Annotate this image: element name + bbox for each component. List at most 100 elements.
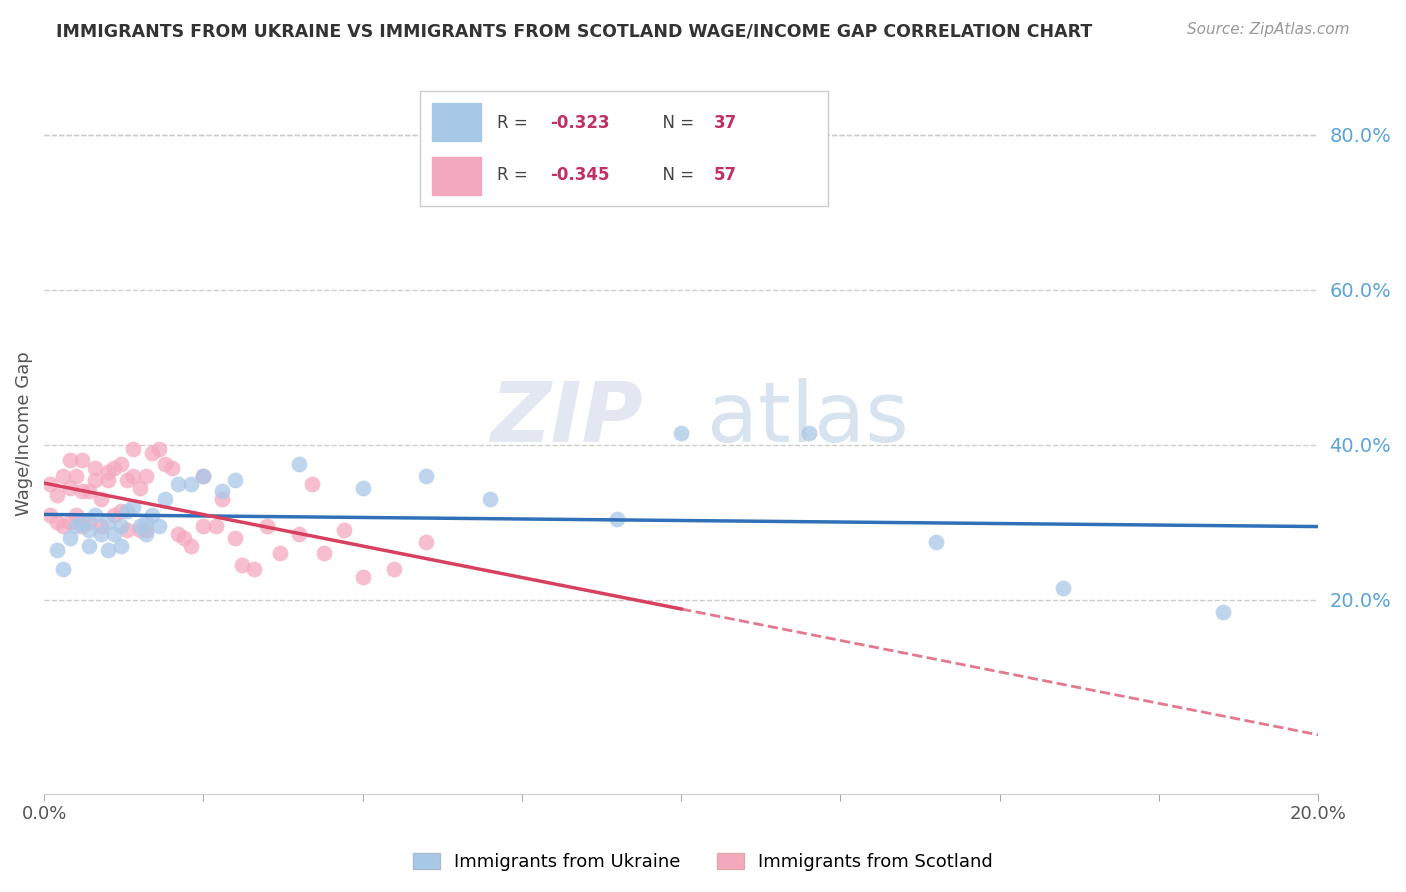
- Point: [45, 516, 67, 530]
- Point: [269, 546, 291, 560]
- Point: [110, 458, 132, 472]
- Point: [135, 523, 157, 537]
- Point: [288, 527, 311, 541]
- Point: [39, 476, 62, 491]
- Point: [97, 473, 120, 487]
- Point: [160, 461, 183, 475]
- Point: [65, 519, 87, 533]
- Point: [72, 519, 94, 533]
- Point: [77, 523, 100, 537]
- Point: [148, 442, 170, 456]
- Point: [110, 504, 132, 518]
- Point: [925, 534, 948, 549]
- Point: [1052, 582, 1074, 596]
- Point: [153, 458, 176, 472]
- Point: [135, 527, 157, 541]
- Point: [97, 542, 120, 557]
- Point: [301, 476, 323, 491]
- Point: [52, 519, 75, 533]
- Point: [90, 492, 112, 507]
- Point: [205, 519, 228, 533]
- Point: [415, 469, 437, 483]
- Point: [65, 469, 87, 483]
- Point: [77, 516, 100, 530]
- Point: [52, 562, 75, 576]
- Point: [606, 511, 628, 525]
- Point: [193, 519, 215, 533]
- Point: [288, 458, 311, 472]
- Point: [314, 546, 336, 560]
- Point: [211, 484, 233, 499]
- Point: [1212, 605, 1234, 619]
- Point: [115, 473, 138, 487]
- Point: [352, 481, 374, 495]
- Point: [167, 476, 190, 491]
- Point: [224, 531, 246, 545]
- Point: [193, 469, 215, 483]
- Point: [103, 527, 125, 541]
- Point: [173, 531, 195, 545]
- Point: [384, 562, 406, 576]
- Point: [243, 562, 266, 576]
- Text: atlas: atlas: [707, 378, 908, 459]
- Point: [72, 516, 94, 530]
- Point: [84, 508, 107, 522]
- Point: [415, 534, 437, 549]
- Point: [103, 461, 125, 475]
- Point: [115, 523, 138, 537]
- Point: [110, 519, 132, 533]
- Point: [332, 523, 354, 537]
- Text: IMMIGRANTS FROM UKRAINE VS IMMIGRANTS FROM SCOTLAND WAGE/INCOME GAP CORRELATION : IMMIGRANTS FROM UKRAINE VS IMMIGRANTS FR…: [56, 22, 1092, 40]
- Point: [65, 508, 87, 522]
- Point: [231, 558, 253, 572]
- Point: [153, 492, 176, 507]
- Point: [180, 539, 202, 553]
- Point: [77, 484, 100, 499]
- Point: [77, 539, 100, 553]
- Point: [352, 570, 374, 584]
- Y-axis label: Wage/Income Gap: Wage/Income Gap: [15, 351, 32, 516]
- Point: [128, 481, 150, 495]
- Text: Source: ZipAtlas.com: Source: ZipAtlas.com: [1187, 22, 1350, 37]
- Point: [58, 531, 80, 545]
- Point: [122, 500, 145, 514]
- Point: [58, 481, 80, 495]
- Point: [479, 492, 502, 507]
- Point: [110, 539, 132, 553]
- Point: [128, 523, 150, 537]
- Point: [97, 516, 120, 530]
- Point: [122, 469, 145, 483]
- Text: ZIP: ZIP: [491, 378, 643, 459]
- Point: [148, 519, 170, 533]
- Point: [58, 516, 80, 530]
- Point: [122, 442, 145, 456]
- Point: [39, 508, 62, 522]
- Point: [797, 426, 820, 441]
- Point: [135, 469, 157, 483]
- Point: [58, 453, 80, 467]
- Point: [211, 492, 233, 507]
- Point: [84, 473, 107, 487]
- Point: [72, 484, 94, 499]
- Point: [141, 446, 163, 460]
- Point: [72, 453, 94, 467]
- Point: [193, 469, 215, 483]
- Point: [669, 426, 692, 441]
- Point: [115, 504, 138, 518]
- Point: [224, 473, 246, 487]
- Point: [97, 465, 120, 479]
- Point: [180, 476, 202, 491]
- Legend: Immigrants from Ukraine, Immigrants from Scotland: Immigrants from Ukraine, Immigrants from…: [406, 846, 1000, 879]
- Point: [128, 519, 150, 533]
- Point: [90, 519, 112, 533]
- Point: [52, 469, 75, 483]
- Point: [45, 542, 67, 557]
- Point: [256, 519, 278, 533]
- Point: [103, 508, 125, 522]
- Point: [141, 508, 163, 522]
- Point: [84, 461, 107, 475]
- Point: [167, 527, 190, 541]
- Point: [90, 527, 112, 541]
- Point: [45, 488, 67, 502]
- Point: [135, 516, 157, 530]
